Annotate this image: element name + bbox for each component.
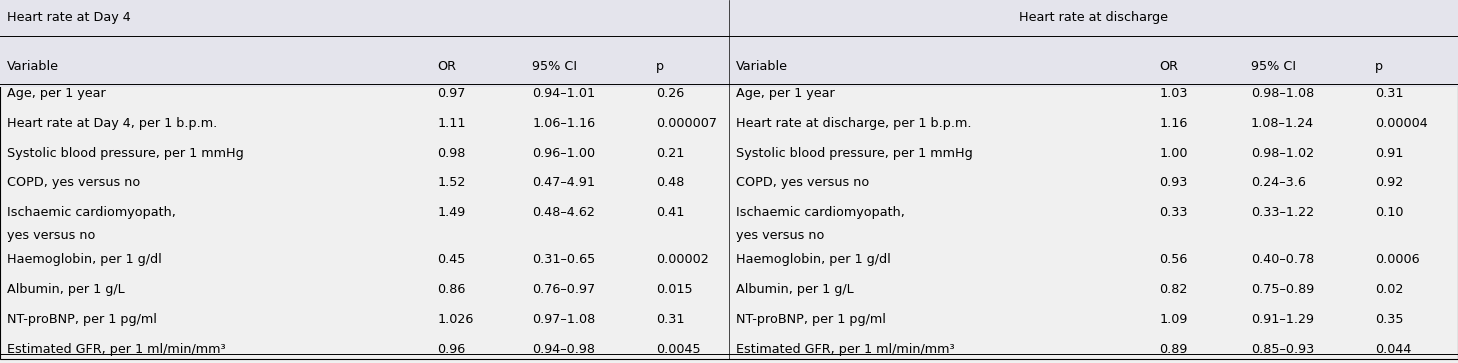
- Text: 0.96: 0.96: [437, 343, 465, 356]
- Text: 0.86: 0.86: [437, 283, 465, 296]
- Text: Age, per 1 year: Age, per 1 year: [736, 87, 835, 100]
- Text: 0.0006: 0.0006: [1375, 253, 1420, 266]
- Text: Estimated GFR, per 1 ml/min/mm³: Estimated GFR, per 1 ml/min/mm³: [736, 343, 955, 356]
- Text: 0.47–4.91: 0.47–4.91: [532, 176, 595, 189]
- Text: 0.75–0.89: 0.75–0.89: [1251, 283, 1314, 296]
- Text: Estimated GFR, per 1 ml/min/mm³: Estimated GFR, per 1 ml/min/mm³: [7, 343, 226, 356]
- Text: 0.21: 0.21: [656, 147, 684, 160]
- Text: Haemoglobin, per 1 g/dl: Haemoglobin, per 1 g/dl: [736, 253, 891, 266]
- Text: NT-proBNP, per 1 pg/ml: NT-proBNP, per 1 pg/ml: [736, 313, 886, 326]
- Text: 0.41: 0.41: [656, 206, 684, 219]
- Text: 1.06–1.16: 1.06–1.16: [532, 117, 595, 130]
- Text: Systolic blood pressure, per 1 mmHg: Systolic blood pressure, per 1 mmHg: [7, 147, 243, 160]
- Text: yes versus no: yes versus no: [736, 229, 825, 242]
- Text: Heart rate at discharge: Heart rate at discharge: [1019, 11, 1168, 24]
- Text: COPD, yes versus no: COPD, yes versus no: [7, 176, 140, 189]
- Text: 95% CI: 95% CI: [1251, 60, 1296, 73]
- Text: 1.026: 1.026: [437, 313, 474, 326]
- Text: 0.98–1.02: 0.98–1.02: [1251, 147, 1314, 160]
- Text: 0.31: 0.31: [1375, 87, 1404, 100]
- FancyBboxPatch shape: [0, 0, 1458, 87]
- Text: 1.09: 1.09: [1159, 313, 1187, 326]
- Text: Heart rate at discharge, per 1 b.p.m.: Heart rate at discharge, per 1 b.p.m.: [736, 117, 972, 130]
- Text: 0.97–1.08: 0.97–1.08: [532, 313, 595, 326]
- Text: Ischaemic cardiomyopath,: Ischaemic cardiomyopath,: [736, 206, 905, 219]
- Text: Heart rate at Day 4: Heart rate at Day 4: [7, 11, 131, 24]
- Text: 0.89: 0.89: [1159, 343, 1187, 356]
- Text: Ischaemic cardiomyopath,: Ischaemic cardiomyopath,: [7, 206, 176, 219]
- Text: 0.98–1.08: 0.98–1.08: [1251, 87, 1314, 100]
- Text: 1.03: 1.03: [1159, 87, 1188, 100]
- Text: 0.02: 0.02: [1375, 283, 1403, 296]
- Text: 0.31–0.65: 0.31–0.65: [532, 253, 595, 266]
- Text: 0.92: 0.92: [1375, 176, 1403, 189]
- Text: 0.35: 0.35: [1375, 313, 1404, 326]
- Text: 95% CI: 95% CI: [532, 60, 577, 73]
- Text: p: p: [1375, 60, 1384, 73]
- Text: 0.94–0.98: 0.94–0.98: [532, 343, 595, 356]
- Text: 0.000007: 0.000007: [656, 117, 717, 130]
- Text: 0.00004: 0.00004: [1375, 117, 1427, 130]
- Text: 0.24–3.6: 0.24–3.6: [1251, 176, 1306, 189]
- Text: Variable: Variable: [736, 60, 789, 73]
- Text: Systolic blood pressure, per 1 mmHg: Systolic blood pressure, per 1 mmHg: [736, 147, 972, 160]
- Text: 0.48: 0.48: [656, 176, 684, 189]
- Text: 0.98: 0.98: [437, 147, 465, 160]
- Text: Albumin, per 1 g/L: Albumin, per 1 g/L: [736, 283, 854, 296]
- Text: COPD, yes versus no: COPD, yes versus no: [736, 176, 869, 189]
- Text: 0.91–1.29: 0.91–1.29: [1251, 313, 1314, 326]
- Text: 0.76–0.97: 0.76–0.97: [532, 283, 595, 296]
- Text: 0.33: 0.33: [1159, 206, 1188, 219]
- Text: 1.52: 1.52: [437, 176, 465, 189]
- Text: Age, per 1 year: Age, per 1 year: [7, 87, 106, 100]
- Text: Heart rate at Day 4, per 1 b.p.m.: Heart rate at Day 4, per 1 b.p.m.: [7, 117, 217, 130]
- Text: 0.00002: 0.00002: [656, 253, 709, 266]
- Text: 0.0045: 0.0045: [656, 343, 701, 356]
- Text: 0.82: 0.82: [1159, 283, 1187, 296]
- Text: 1.08–1.24: 1.08–1.24: [1251, 117, 1314, 130]
- Text: Haemoglobin, per 1 g/dl: Haemoglobin, per 1 g/dl: [7, 253, 162, 266]
- Text: 0.56: 0.56: [1159, 253, 1187, 266]
- Text: 0.044: 0.044: [1375, 343, 1411, 356]
- Text: 0.45: 0.45: [437, 253, 465, 266]
- Text: OR: OR: [437, 60, 456, 73]
- Text: 0.31: 0.31: [656, 313, 685, 326]
- Text: 0.015: 0.015: [656, 283, 693, 296]
- Text: 0.96–1.00: 0.96–1.00: [532, 147, 595, 160]
- Text: Albumin, per 1 g/L: Albumin, per 1 g/L: [7, 283, 125, 296]
- Text: 0.94–1.01: 0.94–1.01: [532, 87, 595, 100]
- Text: Variable: Variable: [7, 60, 60, 73]
- Text: 0.85–0.93: 0.85–0.93: [1251, 343, 1314, 356]
- Text: 0.40–0.78: 0.40–0.78: [1251, 253, 1314, 266]
- Text: 0.33–1.22: 0.33–1.22: [1251, 206, 1314, 219]
- Text: NT-proBNP, per 1 pg/ml: NT-proBNP, per 1 pg/ml: [7, 313, 157, 326]
- Text: yes versus no: yes versus no: [7, 229, 96, 242]
- Text: 0.97: 0.97: [437, 87, 465, 100]
- Text: 0.10: 0.10: [1375, 206, 1404, 219]
- Text: 0.91: 0.91: [1375, 147, 1403, 160]
- Text: 0.48–4.62: 0.48–4.62: [532, 206, 595, 219]
- Text: 1.00: 1.00: [1159, 147, 1188, 160]
- Text: 1.16: 1.16: [1159, 117, 1187, 130]
- Text: p: p: [656, 60, 665, 73]
- Text: 1.11: 1.11: [437, 117, 467, 130]
- Text: 1.49: 1.49: [437, 206, 465, 219]
- Text: 0.93: 0.93: [1159, 176, 1187, 189]
- Text: 0.26: 0.26: [656, 87, 684, 100]
- Text: OR: OR: [1159, 60, 1178, 73]
